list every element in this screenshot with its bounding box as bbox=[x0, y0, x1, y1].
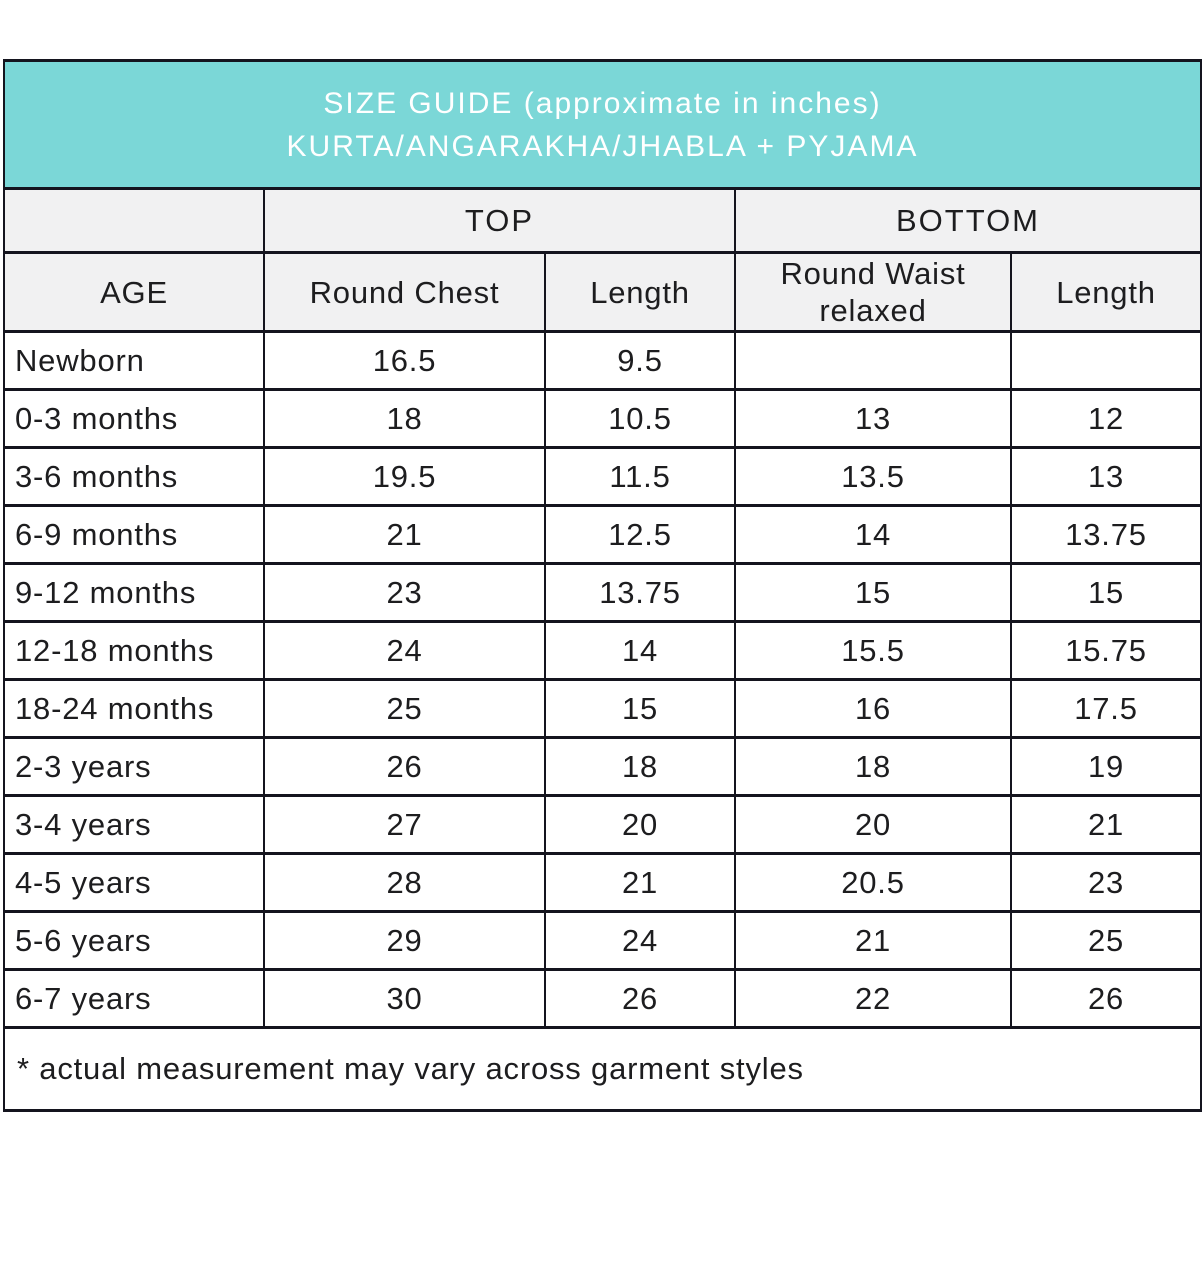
round-waist-cell: 15 bbox=[734, 562, 1012, 623]
round-chest-cell: 23 bbox=[263, 562, 546, 623]
footnote: * actual measurement may vary across gar… bbox=[3, 1026, 1202, 1112]
top-length-cell: 20 bbox=[544, 794, 736, 855]
top-length-cell: 26 bbox=[544, 968, 736, 1029]
round-chest-cell: 25 bbox=[263, 678, 546, 739]
round-chest-cell: 18 bbox=[263, 388, 546, 449]
bottom-length-cell: 21 bbox=[1010, 794, 1202, 855]
table-row: 0-3 months 18 10.5 13 12 bbox=[3, 388, 1202, 449]
age-cell: 12-18 months bbox=[3, 620, 265, 681]
round-waist-cell: 20.5 bbox=[734, 852, 1012, 913]
bottom-length-cell: 17.5 bbox=[1010, 678, 1202, 739]
table-row: 4-5 years 28 21 20.5 23 bbox=[3, 852, 1202, 913]
age-cell: 6-7 years bbox=[3, 968, 265, 1029]
top-length-cell: 21 bbox=[544, 852, 736, 913]
age-cell: 3-6 months bbox=[3, 446, 265, 507]
table-row: 6-9 months 21 12.5 14 13.75 bbox=[3, 504, 1202, 565]
bottom-length-column-header: Length bbox=[1010, 251, 1202, 333]
age-cell: 5-6 years bbox=[3, 910, 265, 971]
round-waist-cell: 20 bbox=[734, 794, 1012, 855]
table-row: 3-4 years 27 20 20 21 bbox=[3, 794, 1202, 855]
age-cell: 3-4 years bbox=[3, 794, 265, 855]
round-chest-cell: 29 bbox=[263, 910, 546, 971]
round-waist-cell: 13 bbox=[734, 388, 1012, 449]
bottom-length-cell: 12 bbox=[1010, 388, 1202, 449]
bottom-length-cell: 15.75 bbox=[1010, 620, 1202, 681]
round-chest-column-header: Round Chest bbox=[263, 251, 546, 333]
top-length-cell: 9.5 bbox=[544, 330, 736, 391]
bottom-length-cell: 23 bbox=[1010, 852, 1202, 913]
round-waist-cell: 15.5 bbox=[734, 620, 1012, 681]
bottom-length-cell bbox=[1010, 330, 1202, 391]
round-chest-cell: 30 bbox=[263, 968, 546, 1029]
round-chest-cell: 19.5 bbox=[263, 446, 546, 507]
round-waist-column-header: Round Waist relaxed bbox=[734, 251, 1012, 333]
top-length-column-header: Length bbox=[544, 251, 736, 333]
top-length-cell: 24 bbox=[544, 910, 736, 971]
bottom-length-cell: 26 bbox=[1010, 968, 1202, 1029]
age-cell: 4-5 years bbox=[3, 852, 265, 913]
bottom-length-cell: 13.75 bbox=[1010, 504, 1202, 565]
size-guide-title: SIZE GUIDE (approximate in inches) bbox=[323, 86, 882, 120]
round-waist-cell: 18 bbox=[734, 736, 1012, 797]
title-row: SIZE GUIDE (approximate in inches) KURTA… bbox=[3, 59, 1202, 190]
corner-cell bbox=[3, 187, 265, 254]
age-cell: Newborn bbox=[3, 330, 265, 391]
bottom-length-cell: 15 bbox=[1010, 562, 1202, 623]
round-chest-cell: 28 bbox=[263, 852, 546, 913]
age-cell: 9-12 months bbox=[3, 562, 265, 623]
age-cell: 0-3 months bbox=[3, 388, 265, 449]
top-group-header: TOP bbox=[263, 187, 736, 254]
table-row: 6-7 years 30 26 22 26 bbox=[3, 968, 1202, 1029]
top-length-cell: 14 bbox=[544, 620, 736, 681]
age-cell: 2-3 years bbox=[3, 736, 265, 797]
top-length-cell: 13.75 bbox=[544, 562, 736, 623]
round-chest-cell: 21 bbox=[263, 504, 546, 565]
table-row: Newborn 16.5 9.5 bbox=[3, 330, 1202, 391]
table-row: 12-18 months 24 14 15.5 15.75 bbox=[3, 620, 1202, 681]
table-row: 5-6 years 29 24 21 25 bbox=[3, 910, 1202, 971]
size-guide-table: SIZE GUIDE (approximate in inches) KURTA… bbox=[3, 59, 1202, 1112]
age-cell: 18-24 months bbox=[3, 678, 265, 739]
group-header-row: TOP BOTTOM bbox=[3, 187, 1202, 254]
round-chest-cell: 16.5 bbox=[263, 330, 546, 391]
table-row: 9-12 months 23 13.75 15 15 bbox=[3, 562, 1202, 623]
round-chest-cell: 27 bbox=[263, 794, 546, 855]
round-waist-cell: 14 bbox=[734, 504, 1012, 565]
top-length-cell: 11.5 bbox=[544, 446, 736, 507]
age-column-header: AGE bbox=[3, 251, 265, 333]
round-waist-cell: 13.5 bbox=[734, 446, 1012, 507]
size-guide-header: SIZE GUIDE (approximate in inches) KURTA… bbox=[3, 59, 1202, 190]
round-waist-cell bbox=[734, 330, 1012, 391]
top-length-cell: 10.5 bbox=[544, 388, 736, 449]
round-chest-cell: 26 bbox=[263, 736, 546, 797]
round-waist-cell: 22 bbox=[734, 968, 1012, 1029]
round-chest-cell: 24 bbox=[263, 620, 546, 681]
footnote-row: * actual measurement may vary across gar… bbox=[3, 1026, 1202, 1112]
bottom-group-header: BOTTOM bbox=[734, 187, 1202, 254]
table-row: 18-24 months 25 15 16 17.5 bbox=[3, 678, 1202, 739]
top-length-cell: 15 bbox=[544, 678, 736, 739]
top-length-cell: 12.5 bbox=[544, 504, 736, 565]
table-row: 3-6 months 19.5 11.5 13.5 13 bbox=[3, 446, 1202, 507]
round-waist-cell: 21 bbox=[734, 910, 1012, 971]
bottom-length-cell: 25 bbox=[1010, 910, 1202, 971]
bottom-length-cell: 13 bbox=[1010, 446, 1202, 507]
table-row: 2-3 years 26 18 18 19 bbox=[3, 736, 1202, 797]
bottom-length-cell: 19 bbox=[1010, 736, 1202, 797]
top-length-cell: 18 bbox=[544, 736, 736, 797]
column-header-row: AGE Round Chest Length Round Waist relax… bbox=[3, 251, 1202, 333]
round-waist-cell: 16 bbox=[734, 678, 1012, 739]
size-guide-subtitle: KURTA/ANGARAKHA/JHABLA + PYJAMA bbox=[286, 129, 919, 163]
age-cell: 6-9 months bbox=[3, 504, 265, 565]
